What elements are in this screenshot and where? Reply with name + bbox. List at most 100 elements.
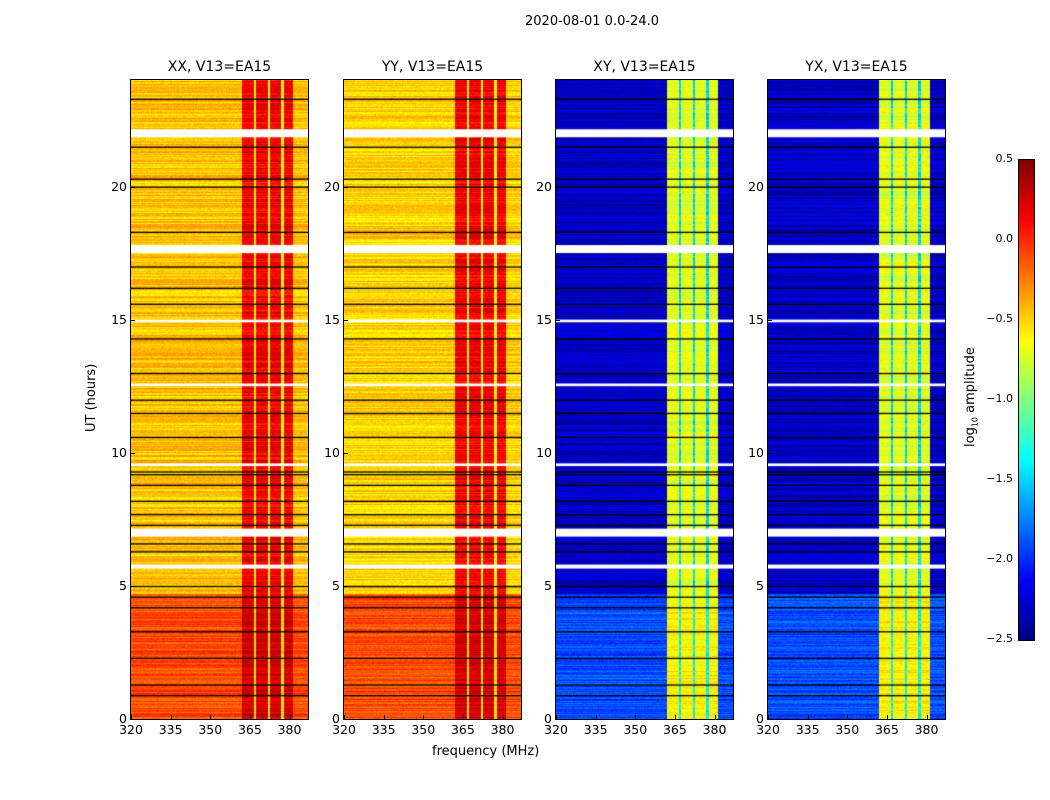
colorbar-frame (1018, 159, 1035, 641)
x-tick (170, 715, 172, 719)
y-tick (131, 585, 135, 587)
x-tick-label: 380 (277, 722, 302, 737)
heatmap-3 (768, 80, 945, 719)
x-tick (131, 715, 132, 719)
x-axis-label: frequency (MHz) (432, 744, 540, 759)
x-tick (847, 715, 849, 719)
x-tick (423, 715, 425, 719)
y-tick (556, 452, 560, 454)
y-tick-label: 20 (324, 178, 340, 194)
x-tick (289, 715, 291, 719)
x-tick-label: 335 (583, 722, 608, 737)
x-tick (595, 715, 597, 719)
colorbar-tick-label: −1.0 (986, 392, 1013, 405)
panel-title-2: XY, V13=EA15 (593, 59, 696, 75)
x-tick-label: 380 (914, 722, 939, 737)
x-tick-label: 365 (662, 722, 687, 737)
x-tick-label: 335 (795, 722, 820, 737)
y-tick-label: 20 (111, 178, 127, 194)
panel-frame-2 (555, 79, 734, 720)
y-tick (131, 452, 135, 454)
y-tick-label: 10 (111, 444, 127, 460)
x-tick (926, 715, 928, 719)
y-tick (131, 186, 135, 188)
colorbar-tick-label: −1.5 (986, 472, 1013, 485)
x-tick-label: 320 (544, 722, 568, 737)
x-tick (556, 715, 557, 719)
x-tick-label: 335 (371, 722, 396, 737)
y-tick-label: 0 (544, 711, 552, 726)
y-tick-label: 10 (324, 444, 340, 460)
x-tick (807, 715, 809, 719)
y-tick-label: 5 (332, 577, 340, 593)
x-tick-label: 320 (119, 722, 143, 737)
x-tick-label: 350 (623, 722, 648, 737)
y-tick (556, 186, 560, 188)
y-tick-label: 15 (324, 311, 340, 327)
panel-title-1: YY, V13=EA15 (381, 59, 484, 75)
y-tick (131, 319, 135, 321)
y-tick (344, 452, 348, 454)
y-tick-label: 5 (756, 577, 764, 593)
x-tick-label: 350 (835, 722, 860, 737)
panel-title-0: XX, V13=EA15 (167, 59, 272, 75)
colorbar-tick-label: −2.0 (986, 552, 1013, 565)
y-tick (344, 585, 348, 587)
heatmap-0 (131, 80, 308, 719)
y-tick (344, 186, 348, 188)
y-tick (556, 719, 560, 720)
x-tick (344, 715, 345, 719)
x-tick (714, 715, 716, 719)
x-tick (462, 715, 464, 719)
colorbar-tick-label: −0.5 (986, 312, 1013, 325)
panel-frame-0 (130, 79, 309, 720)
y-tick (768, 719, 772, 720)
colorbar (1019, 160, 1034, 640)
x-tick-label: 350 (411, 722, 436, 737)
colorbar-tick-label: −2.5 (986, 632, 1013, 645)
y-tick-label: 0 (332, 711, 340, 726)
x-tick-label: 365 (874, 722, 899, 737)
x-tick-label: 335 (158, 722, 183, 737)
y-tick (768, 585, 772, 587)
panel-frame-3 (767, 79, 946, 720)
colorbar-tick-label: 0.0 (995, 232, 1014, 245)
panel-title-3: YX, V13=EA15 (805, 59, 908, 75)
y-tick-label: 20 (748, 178, 764, 194)
figure-title: 2020-08-01 0.0-24.0 (525, 14, 659, 29)
y-tick-label: 0 (756, 711, 764, 726)
panel-frame-1 (343, 79, 522, 720)
x-tick-label: 320 (332, 722, 356, 737)
colorbar-tick-label: 0.5 (995, 152, 1014, 165)
x-tick (674, 715, 676, 719)
y-tick-label: 0 (119, 711, 127, 726)
x-tick-label: 380 (702, 722, 727, 737)
y-tick-label: 5 (544, 577, 552, 593)
colorbar-label: log10 amplitude (963, 347, 980, 447)
x-tick (383, 715, 385, 719)
y-tick (768, 319, 772, 321)
x-tick-label: 365 (450, 722, 475, 737)
y-tick (131, 719, 135, 720)
x-tick-label: 320 (756, 722, 780, 737)
y-tick-label: 15 (536, 311, 552, 327)
x-tick (635, 715, 637, 719)
y-tick (556, 585, 560, 587)
y-tick (768, 452, 772, 454)
y-tick (344, 319, 348, 321)
y-tick (768, 186, 772, 188)
x-tick (886, 715, 888, 719)
y-tick-label: 10 (748, 444, 764, 460)
y-tick-label: 20 (536, 178, 552, 194)
y-tick-label: 15 (748, 311, 764, 327)
x-tick (210, 715, 212, 719)
y-axis-label: UT (hours) (84, 363, 99, 432)
heatmap-2 (556, 80, 733, 719)
y-tick-label: 10 (536, 444, 552, 460)
y-tick (556, 319, 560, 321)
x-tick-label: 380 (490, 722, 515, 737)
heatmap-1 (344, 80, 521, 719)
x-tick (768, 715, 769, 719)
x-tick-label: 350 (198, 722, 223, 737)
